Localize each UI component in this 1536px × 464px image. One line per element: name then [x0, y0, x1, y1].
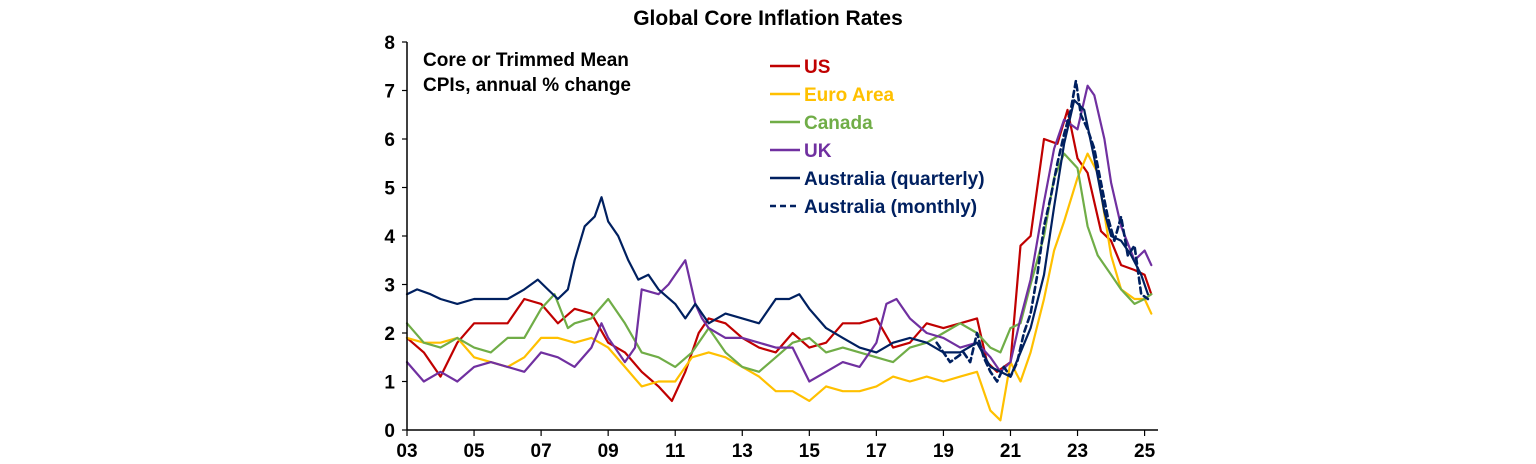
series-canada [405, 152, 1153, 373]
y-tick-label: 4 [384, 227, 395, 248]
legend-label: Canada [804, 113, 873, 134]
y-tick-label: 2 [384, 324, 395, 345]
y-tick-label: 8 [384, 33, 395, 54]
x-tick-label: 03 [396, 441, 417, 462]
x-tick-label: 25 [1134, 441, 1156, 462]
series-uk [405, 84, 1153, 383]
legend: US Euro Area Canada UK Australia (quarterly)… [770, 57, 985, 218]
legend-label: Australia (quarterly) [804, 169, 985, 190]
legend-item-euro-area: Euro Area [770, 85, 895, 106]
y-tick-label: 0 [384, 421, 395, 442]
series-australia-monthly [935, 79, 1150, 383]
series-layer [405, 79, 1153, 422]
axis-ticks [402, 41, 1146, 436]
legend-item-us: US [770, 57, 830, 78]
x-tick-label: 17 [866, 441, 887, 462]
y-tick-label: 5 [384, 179, 395, 200]
y-tick-label: 7 [384, 82, 395, 103]
y-tick-label: 1 [384, 373, 395, 394]
legend-label: US [804, 57, 830, 78]
x-tick-label: 11 [665, 441, 686, 462]
y-tick-label: 6 [384, 130, 395, 151]
x-tick-label: 13 [732, 441, 753, 462]
series-line-canada [405, 152, 1153, 373]
series-line-euro-area [405, 152, 1153, 422]
legend-item-canada: Canada [770, 113, 873, 134]
series-line-australia-monthly [935, 79, 1150, 383]
legend-label: Australia (monthly) [804, 197, 977, 218]
x-tick-label: 05 [463, 441, 485, 462]
chart-annotation-line-1: Core or Trimmed Mean [423, 50, 629, 71]
x-tick-labels: 03 05 07 09 11 13 15 17 19 21 23 25 [396, 441, 1155, 462]
series-australia-quarterly [405, 99, 1150, 378]
y-tick-label: 3 [384, 276, 395, 297]
series-euro-area [405, 152, 1153, 422]
x-tick-label: 19 [933, 441, 954, 462]
x-tick-label: 21 [1000, 441, 1022, 462]
legend-label: UK [804, 141, 832, 162]
x-tick-label: 15 [799, 441, 821, 462]
series-line-australia-quarterly [405, 99, 1150, 378]
chart-annotation-line-2: CPIs, annual % change [423, 75, 631, 96]
chart-title: Global Core Inflation Rates [633, 7, 903, 30]
legend-label: Euro Area [804, 85, 895, 106]
x-tick-label: 07 [531, 441, 552, 462]
legend-item-australia-monthly: Australia (monthly) [770, 197, 977, 218]
legend-item-australia-quarterly: Australia (quarterly) [770, 169, 985, 190]
x-tick-label: 23 [1067, 441, 1088, 462]
legend-item-uk: UK [770, 141, 832, 162]
series-line-uk [405, 84, 1153, 383]
x-tick-label: 09 [598, 441, 619, 462]
y-tick-labels: 0 1 2 3 4 5 6 7 8 [384, 33, 395, 442]
